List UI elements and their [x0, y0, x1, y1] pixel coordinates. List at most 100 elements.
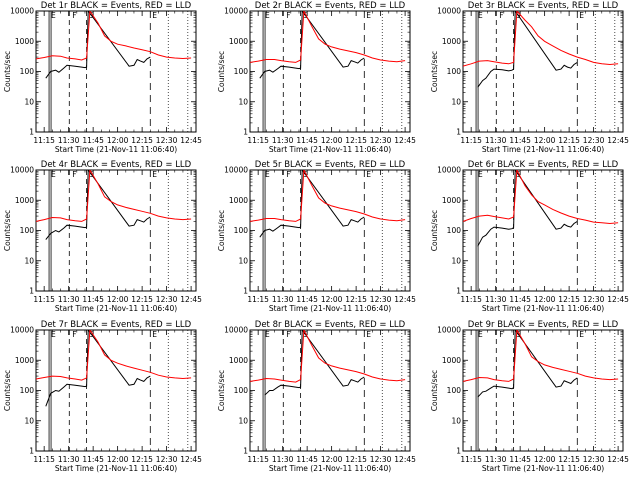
x-tick-label: 11:15 — [460, 455, 482, 464]
plot-frame — [249, 329, 411, 452]
marker-label: E — [579, 11, 584, 20]
y-axis-label: Counts/sec — [217, 370, 226, 411]
panel-title: Det 7r BLACK = Events, RED = LLD — [41, 320, 192, 330]
x-tick-label: 11:45 — [82, 136, 104, 145]
y-tick-label: 100 — [20, 67, 35, 76]
x-axis-label: Start Time (21-Nov-11 11:06:40) — [55, 304, 177, 313]
x-tick-label: 12:00 — [107, 136, 129, 145]
y-tick-label: 1000 — [442, 356, 461, 365]
marker-label: E — [478, 170, 483, 179]
x-tick-label: 11:30 — [485, 455, 507, 464]
y-tick-label: 100 — [20, 386, 35, 395]
x-tick-label: 12:00 — [107, 295, 129, 304]
plot-frame — [462, 169, 624, 292]
panel-title: Det 8r BLACK = Events, RED = LLD — [255, 320, 406, 330]
x-tick-label: 11:45 — [296, 295, 318, 304]
x-tick-label: 11:30 — [485, 295, 507, 304]
marker-label: E — [265, 11, 270, 20]
x-tick-label: 12:30 — [370, 455, 392, 464]
events-line — [45, 330, 151, 407]
y-tick-label: 1 — [243, 128, 248, 137]
y-tick-label: 1000 — [15, 196, 34, 205]
lld-line — [250, 170, 406, 222]
y-axis-label: Counts/sec — [3, 51, 12, 92]
y-axis-label: Counts/sec — [3, 210, 12, 251]
x-tick-label: 11:30 — [272, 295, 294, 304]
detector-panel: Det 9r BLACK = Events, RED = LLD 1 10 100 10… — [430, 320, 629, 473]
lld-line — [36, 330, 192, 381]
marker-label: F — [499, 330, 503, 339]
marker-label: E — [366, 11, 371, 20]
y-tick-label: 1 — [29, 287, 34, 296]
y-tick-label: 1 — [243, 447, 248, 456]
x-tick-label: 11:15 — [247, 295, 269, 304]
x-tick-label: 11:15 — [33, 295, 55, 304]
x-tick-label: 12:30 — [370, 136, 392, 145]
events-line — [259, 11, 365, 79]
y-tick-label: 1 — [456, 287, 461, 296]
x-tick-label: 11:45 — [509, 295, 531, 304]
marker-label: E — [478, 11, 483, 20]
events-line — [45, 170, 151, 240]
x-axis-label: Start Time (21-Nov-11 11:06:40) — [269, 145, 391, 154]
x-axis-label: Start Time (21-Nov-11 11:06:40) — [269, 304, 391, 313]
x-tick-label: 12:15 — [558, 136, 580, 145]
x-tick-label: 12:15 — [558, 295, 580, 304]
y-tick-label: 1 — [456, 128, 461, 137]
y-tick-label: 10 — [238, 256, 248, 265]
x-tick-label: 11:45 — [509, 136, 531, 145]
x-axis-label: Start Time (21-Nov-11 11:06:40) — [482, 145, 604, 154]
y-axis-label: Counts/sec — [217, 210, 226, 251]
x-tick-label: 11:30 — [58, 295, 80, 304]
y-tick-label: 10 — [451, 97, 461, 106]
y-tick-label: 1000 — [15, 37, 34, 46]
x-axis-label: Start Time (21-Nov-11 11:06:40) — [482, 304, 604, 313]
x-tick-label: 12:15 — [558, 455, 580, 464]
x-axis-label: Start Time (21-Nov-11 11:06:40) — [55, 464, 177, 473]
y-tick-label: 10000 — [224, 166, 248, 175]
marker-label: E — [152, 11, 157, 20]
y-tick-label: 100 — [447, 67, 462, 76]
marker-label: E — [579, 330, 584, 339]
detector-panel: Det 8r BLACK = Events, RED = LLD 1 10 100 10… — [217, 320, 416, 473]
x-axis-label: Start Time (21-Nov-11 11:06:40) — [269, 464, 391, 473]
series-group — [463, 330, 619, 398]
marker-label: E — [265, 170, 270, 179]
x-tick-label: 12:00 — [321, 136, 343, 145]
y-tick-label: 10000 — [10, 166, 34, 175]
x-tick-label: 12:45 — [607, 136, 629, 145]
y-tick-label: 10 — [451, 256, 461, 265]
lld-line — [463, 11, 619, 67]
x-tick-label: 11:45 — [82, 455, 104, 464]
y-tick-label: 10 — [451, 416, 461, 425]
detector-panel: Det 1r BLACK = Events, RED = LLD 1 10 100 10… — [3, 1, 202, 154]
x-tick-label: 11:15 — [460, 136, 482, 145]
series-group — [463, 170, 619, 247]
y-tick-label: 10 — [238, 97, 248, 106]
x-tick-label: 11:45 — [509, 455, 531, 464]
events-line — [477, 330, 578, 398]
panel-title: Det 9r BLACK = Events, RED = LLD — [468, 320, 619, 330]
events-line — [477, 11, 578, 88]
x-tick-label: 12:15 — [131, 295, 153, 304]
panel-title: Det 2r BLACK = Events, RED = LLD — [255, 1, 406, 11]
x-tick-label: 12:45 — [394, 455, 416, 464]
x-tick-label: 11:45 — [296, 455, 318, 464]
y-tick-label: 100 — [234, 386, 249, 395]
y-tick-label: 100 — [234, 67, 249, 76]
events-line — [477, 170, 578, 247]
x-tick-label: 12:00 — [321, 455, 343, 464]
series-group — [250, 170, 406, 238]
y-axis-label: Counts/sec — [430, 370, 439, 411]
marker-label: E — [579, 170, 584, 179]
lld-line — [36, 11, 192, 61]
y-tick-label: 1 — [29, 128, 34, 137]
x-tick-label: 11:15 — [460, 295, 482, 304]
events-line — [259, 170, 365, 238]
lld-line — [463, 170, 619, 225]
series-group — [36, 330, 192, 407]
marker-label: E — [51, 330, 56, 339]
y-tick-label: 10 — [24, 416, 34, 425]
x-tick-label: 11:30 — [58, 455, 80, 464]
y-tick-label: 10 — [238, 416, 248, 425]
